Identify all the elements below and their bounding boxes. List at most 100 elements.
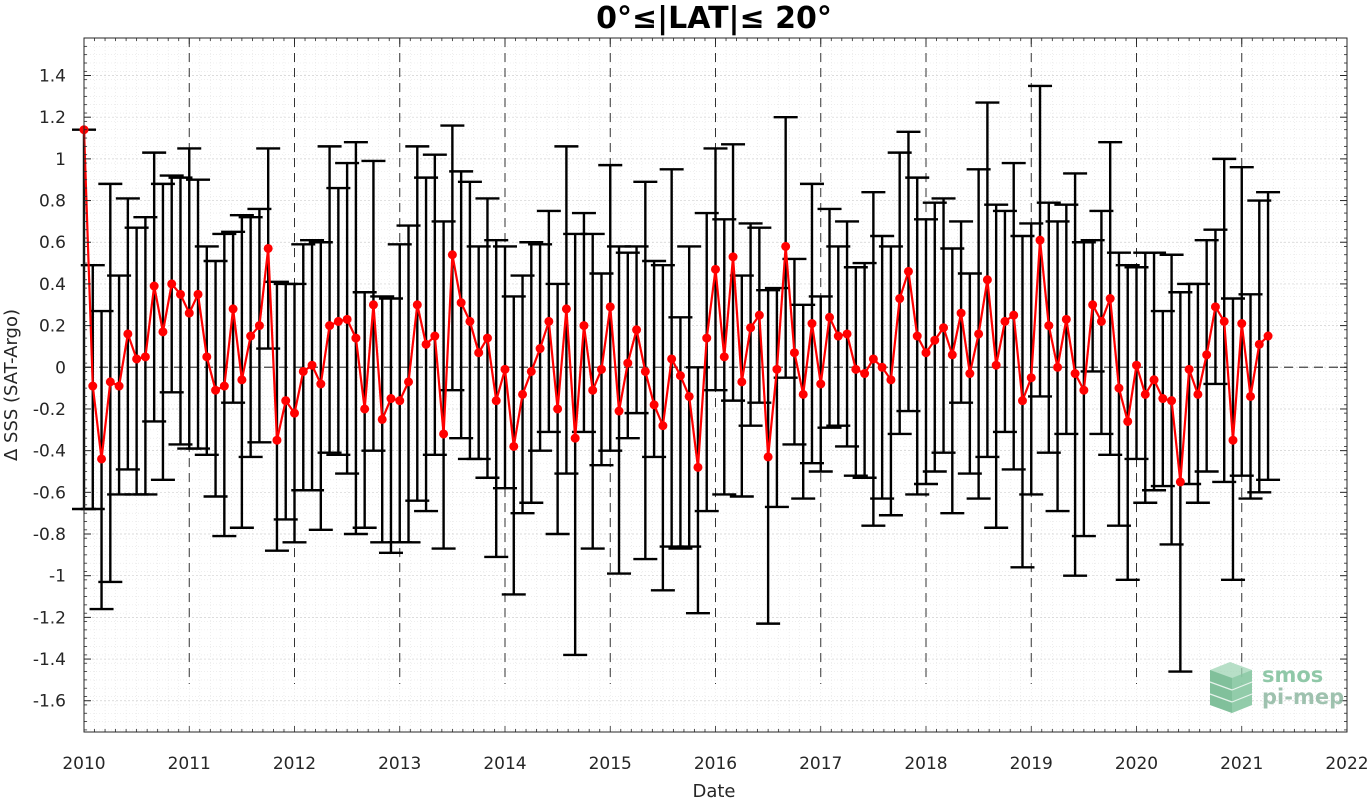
data-point: [1096, 316, 1106, 326]
data-point: [588, 385, 598, 395]
data-point: [298, 366, 308, 376]
data-point: [1193, 389, 1203, 399]
data-point: [246, 331, 256, 341]
data-point: [1017, 396, 1027, 406]
data-point: [1026, 373, 1036, 383]
data-point: [1149, 375, 1159, 385]
data-point: [561, 304, 571, 314]
data-point: [1079, 385, 1089, 395]
data-point: [737, 377, 747, 387]
data-point: [272, 435, 282, 445]
data-point: [430, 331, 440, 341]
data-point: [1246, 391, 1256, 401]
data-point: [228, 304, 238, 314]
data-point: [711, 264, 720, 274]
data-point: [1070, 369, 1080, 379]
x-tick-label: 2018: [904, 754, 947, 774]
data-point: [746, 323, 756, 333]
data-point: [395, 396, 405, 406]
x-tick-label: 2019: [1010, 754, 1053, 774]
data-point: [781, 241, 791, 251]
data-point: [518, 389, 528, 399]
data-point: [254, 321, 264, 331]
data-point: [482, 333, 492, 343]
y-tick-label: -0.6: [33, 483, 66, 503]
data-point: [149, 281, 159, 291]
data-point: [632, 325, 642, 335]
data-point: [693, 462, 703, 472]
data-point: [1210, 302, 1220, 312]
data-point: [982, 275, 992, 285]
data-point: [290, 408, 299, 418]
y-tick-label: 0.6: [39, 233, 66, 253]
data-point: [974, 329, 984, 339]
data-point: [526, 366, 536, 376]
data-point: [956, 308, 966, 318]
y-tick-label: -1.6: [33, 692, 66, 712]
data-point: [219, 381, 229, 391]
data-point: [132, 354, 142, 364]
data-point: [991, 360, 1001, 370]
data-point: [88, 381, 98, 391]
data-point: [833, 331, 843, 341]
data-point: [579, 321, 589, 331]
data-point: [912, 331, 922, 341]
logo-cube-icon: [1209, 662, 1253, 713]
data-point: [596, 364, 606, 374]
data-point: [886, 375, 896, 385]
data-point: [316, 379, 326, 389]
data-point: [1237, 319, 1247, 329]
data-point: [1009, 310, 1019, 320]
data-point: [1184, 364, 1194, 374]
data-point: [456, 298, 466, 308]
data-point: [447, 250, 457, 260]
data-point: [623, 358, 633, 368]
data-point: [553, 404, 563, 414]
x-tick-label: 2014: [483, 754, 526, 774]
data-point: [158, 327, 168, 337]
y-tick-label: 0.8: [39, 192, 66, 212]
data-point: [965, 369, 975, 379]
data-point: [798, 389, 808, 399]
y-tick-label: 1.4: [39, 67, 66, 87]
data-point: [807, 319, 817, 329]
data-point: [360, 404, 370, 414]
data-point: [1228, 435, 1238, 445]
data-point: [1202, 350, 1212, 360]
data-point: [921, 348, 931, 358]
data-point: [1105, 294, 1115, 304]
data-point: [658, 421, 668, 431]
data-point: [386, 394, 396, 404]
data-point: [342, 314, 352, 324]
data-point: [649, 400, 659, 410]
data-point: [851, 364, 861, 374]
data-point: [1158, 394, 1168, 404]
data-point: [1132, 360, 1141, 370]
x-tick-label: 2016: [694, 754, 737, 774]
data-point: [202, 352, 212, 362]
data-point: [1167, 396, 1177, 406]
y-tick-label: -0.4: [33, 442, 66, 462]
data-point: [939, 323, 949, 333]
data-point: [1140, 389, 1150, 399]
data-point: [605, 302, 615, 312]
y-axis-label: Δ SSS (SAT-Argo): [1, 309, 22, 461]
data-point: [97, 454, 107, 464]
data-point: [930, 335, 940, 345]
data-point: [237, 375, 247, 385]
data-point: [860, 369, 870, 379]
data-point: [728, 252, 738, 262]
x-axis-label: Date: [692, 781, 735, 799]
y-tick-label: 0: [55, 358, 66, 378]
data-point: [895, 294, 905, 304]
data-point: [1044, 321, 1054, 331]
smos-pi-mep-logo: smos pi-mep: [1209, 662, 1344, 713]
data-point: [1175, 477, 1185, 487]
x-tick-label: 2020: [1115, 754, 1158, 774]
series-mean-line: [82, 129, 1269, 483]
data-point: [281, 396, 291, 406]
data-point: [263, 243, 273, 253]
data-point: [421, 339, 431, 349]
chart-title: 0°≤|LAT|≤ 20°: [596, 1, 832, 36]
x-tick-label: 2022: [1325, 754, 1368, 774]
